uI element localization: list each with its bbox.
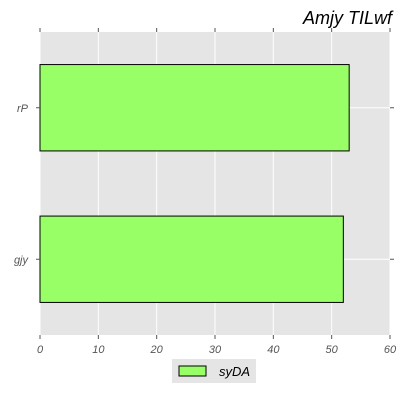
chart-title: Amjy TILwf xyxy=(302,8,394,28)
bar-rP xyxy=(39,64,350,152)
x-tick-label: 60 xyxy=(384,344,397,356)
legend-swatch xyxy=(178,365,207,377)
x-tick-label: 30 xyxy=(209,344,222,356)
x-tick-label: 50 xyxy=(326,344,339,356)
y-tick-label: gjy xyxy=(14,254,30,266)
x-tick-label: 10 xyxy=(92,344,105,356)
x-tick-label: 20 xyxy=(150,344,164,356)
legend-label: syDA xyxy=(219,364,250,379)
x-tick-label: 40 xyxy=(267,344,280,356)
legend: syDA xyxy=(172,359,256,383)
x-tick-label: 0 xyxy=(37,344,44,356)
y-tick-label: rP xyxy=(17,103,29,115)
bar-gjy xyxy=(39,215,344,303)
